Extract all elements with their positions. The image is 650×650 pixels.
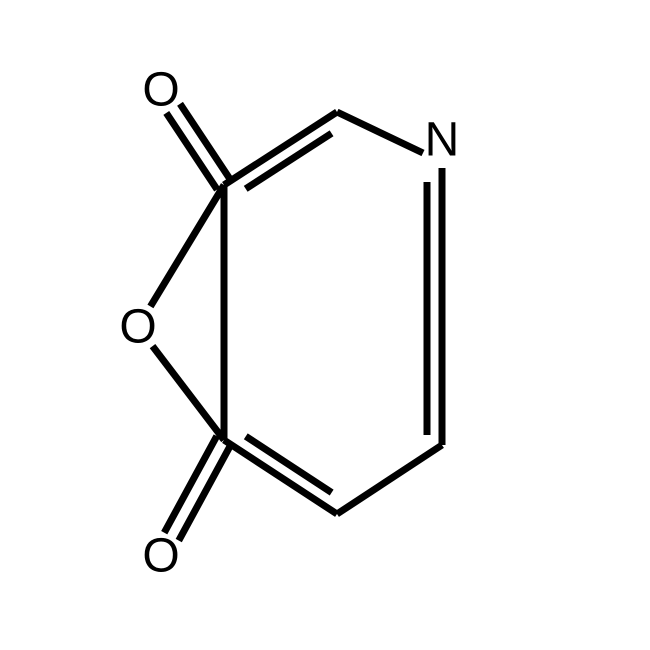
atom-O-ring: O bbox=[119, 301, 156, 354]
bond-ring-O bbox=[150, 185, 224, 306]
atom-O-bottom: O bbox=[142, 530, 179, 583]
bond-ring bbox=[224, 440, 337, 514]
bond-ring bbox=[224, 112, 337, 185]
molecule-diagram: N O O O bbox=[0, 0, 650, 650]
bond-ring bbox=[337, 112, 423, 153]
bond-ring bbox=[337, 445, 442, 514]
atom-N: N bbox=[425, 114, 460, 167]
atom-O-top: O bbox=[142, 64, 179, 117]
bond-ring-O bbox=[153, 346, 224, 440]
